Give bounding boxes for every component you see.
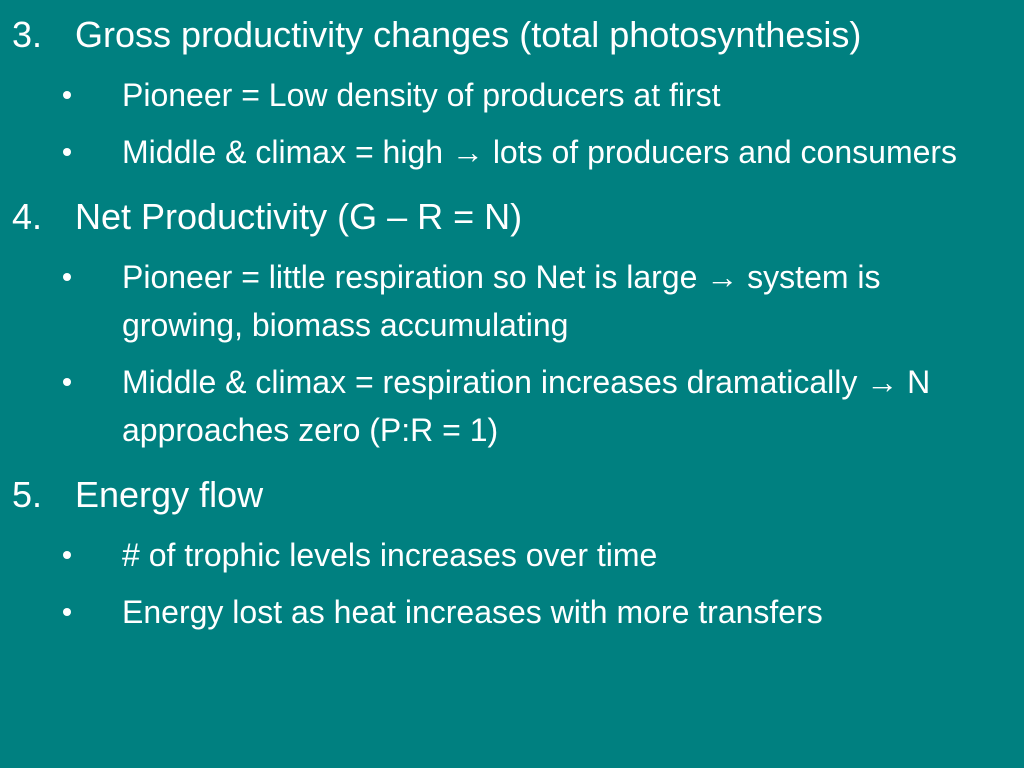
bullet-dot bbox=[63, 91, 71, 99]
bullet-dot bbox=[63, 608, 71, 616]
heading: 4. Net Productivity (G – R = N) bbox=[0, 190, 1024, 244]
item-number: 4. bbox=[12, 196, 43, 237]
bullet-item: Pioneer = little respiration so Net is l… bbox=[0, 253, 1024, 349]
heading-text: Net Productivity (G – R = N) bbox=[75, 196, 523, 237]
bullet-dot bbox=[63, 378, 71, 386]
bullet-text: # of trophic levels increases over time bbox=[122, 537, 658, 573]
bullet-item: Energy lost as heat increases with more … bbox=[0, 588, 1024, 636]
item-number: 5. bbox=[12, 474, 43, 515]
bullet-item: Pioneer = Low density of producers at fi… bbox=[0, 71, 1024, 119]
item-number: 3. bbox=[12, 14, 43, 55]
heading: 3. Gross productivity changes (total phot… bbox=[0, 8, 1024, 62]
heading: 5. Energy flow bbox=[0, 468, 1024, 522]
bullet-text: Pioneer = Low density of producers at fi… bbox=[122, 77, 721, 113]
bullet-item: Middle & climax = respiration increases … bbox=[0, 358, 1024, 454]
bullet-item: # of trophic levels increases over time bbox=[0, 531, 1024, 579]
bullet-item: Middle & climax = high → lots of produce… bbox=[0, 128, 1024, 176]
bullet-dot bbox=[63, 148, 71, 156]
bullet-text: Middle & climax = respiration increases … bbox=[122, 364, 931, 448]
heading-text: Energy flow bbox=[75, 474, 264, 515]
bullet-text: Energy lost as heat increases with more … bbox=[122, 594, 823, 630]
bullet-dot bbox=[63, 551, 71, 559]
bullet-dot bbox=[63, 273, 71, 281]
bullet-text: Pioneer = little respiration so Net is l… bbox=[122, 259, 881, 343]
heading-text: Gross productivity changes (total photos… bbox=[75, 14, 862, 55]
bullet-text: Middle & climax = high → lots of produce… bbox=[122, 134, 958, 170]
